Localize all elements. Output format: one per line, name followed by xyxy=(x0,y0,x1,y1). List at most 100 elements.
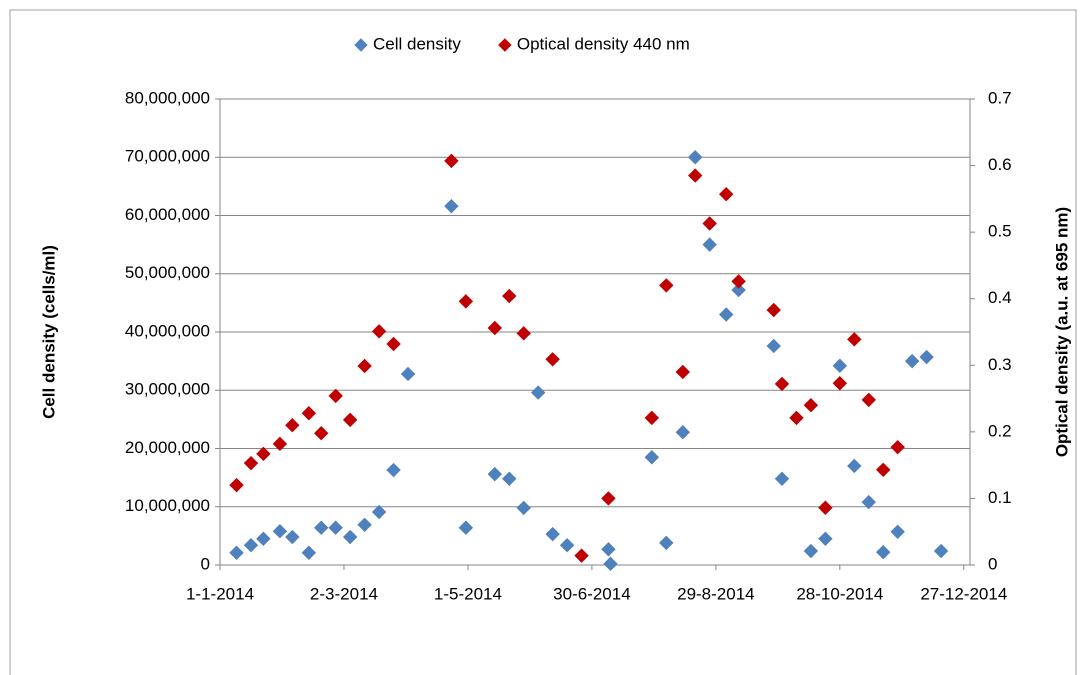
data-point xyxy=(444,198,459,214)
legend-label: Optical density 440 nm xyxy=(517,34,690,53)
chart-frame xyxy=(9,9,1077,675)
data-point xyxy=(516,500,531,516)
data-point xyxy=(559,537,575,553)
data-point xyxy=(774,376,790,392)
data-point xyxy=(301,545,317,560)
data-point xyxy=(919,349,934,365)
data-point xyxy=(876,462,891,478)
data-point xyxy=(229,477,244,493)
data-point xyxy=(371,324,387,339)
x-tick-label: 27-12-2014 xyxy=(920,584,1007,603)
data-point xyxy=(675,364,691,380)
data-point xyxy=(876,544,891,560)
data-point xyxy=(328,520,343,535)
data-point xyxy=(832,358,848,373)
data-point xyxy=(933,543,949,559)
y-tick-label: 80,000,000 xyxy=(125,88,210,107)
data-point xyxy=(357,358,372,374)
legend-marker xyxy=(498,38,512,52)
data-point xyxy=(731,274,746,289)
data-point xyxy=(285,529,300,545)
data-point xyxy=(718,186,734,202)
data-point xyxy=(847,332,862,347)
x-tick-label: 28-10-2014 xyxy=(796,584,883,603)
y2-tick-label: 0.4 xyxy=(988,288,1012,307)
data-point xyxy=(702,237,717,252)
data-point xyxy=(803,398,819,413)
y-tick-label: 0 xyxy=(201,554,210,573)
x-tick-label: 29-8-2014 xyxy=(677,584,755,603)
data-point xyxy=(832,376,848,391)
y2-axis-title: Optical density (a.u. at 695 nm) xyxy=(1052,207,1071,457)
data-point xyxy=(301,406,317,421)
data-point xyxy=(516,326,531,341)
y-tick-label: 10,000,000 xyxy=(125,496,210,515)
data-point xyxy=(644,450,660,465)
y2-tick-label: 0.7 xyxy=(988,88,1012,107)
data-point xyxy=(243,537,259,553)
data-point xyxy=(702,216,717,231)
data-point xyxy=(328,388,343,404)
data-point xyxy=(861,494,876,510)
y-tick-label: 70,000,000 xyxy=(125,147,210,166)
x-tick-label: 1-1-2014 xyxy=(186,584,254,603)
data-point xyxy=(545,352,560,367)
data-point xyxy=(890,439,905,455)
data-point xyxy=(603,556,618,572)
data-point xyxy=(487,466,503,482)
y2-tick-label: 0.2 xyxy=(988,421,1012,440)
y2-tick-label: 0.6 xyxy=(988,155,1012,174)
data-point xyxy=(386,462,401,478)
data-point xyxy=(458,520,474,535)
data-point xyxy=(659,535,674,551)
x-tick-label: 1-5-2014 xyxy=(434,584,502,603)
y2-tick-label: 0.1 xyxy=(988,488,1012,507)
data-point xyxy=(545,526,560,542)
data-point xyxy=(644,410,660,426)
data-point xyxy=(574,548,589,563)
data-point xyxy=(458,294,474,309)
data-point xyxy=(530,385,546,400)
y2-tick-label: 0 xyxy=(988,554,997,573)
legend-label: Cell density xyxy=(373,34,461,53)
data-point xyxy=(774,471,790,486)
data-point xyxy=(272,436,288,452)
data-point xyxy=(803,543,819,559)
data-point xyxy=(444,153,459,169)
data-point xyxy=(371,504,387,520)
data-point xyxy=(861,392,876,408)
data-point xyxy=(229,545,244,560)
y-axis-title: Cell density (cells/ml) xyxy=(39,245,58,419)
data-point xyxy=(342,529,358,545)
y-tick-label: 20,000,000 xyxy=(125,438,210,457)
legend-marker xyxy=(354,38,368,52)
data-point xyxy=(502,288,517,304)
data-point xyxy=(818,531,833,546)
data-point xyxy=(314,520,329,535)
y-tick-label: 50,000,000 xyxy=(125,263,210,282)
data-point xyxy=(601,542,616,557)
data-point xyxy=(243,455,259,471)
data-point xyxy=(818,500,833,515)
y-tick-label: 30,000,000 xyxy=(125,380,210,399)
data-point xyxy=(272,524,288,539)
data-point xyxy=(342,412,358,428)
y2-tick-label: 0.5 xyxy=(988,222,1012,241)
data-point xyxy=(256,531,271,546)
y-tick-label: 40,000,000 xyxy=(125,321,210,340)
data-point xyxy=(890,524,905,540)
data-point xyxy=(659,278,674,293)
data-point xyxy=(766,302,781,318)
data-point xyxy=(487,320,503,336)
data-point xyxy=(718,307,734,322)
y-tick-label: 60,000,000 xyxy=(125,205,210,224)
data-point xyxy=(502,471,517,486)
data-point xyxy=(687,168,703,183)
data-point xyxy=(847,458,862,474)
y2-tick-label: 0.3 xyxy=(988,355,1012,374)
data-point xyxy=(687,150,703,165)
data-point xyxy=(357,517,372,533)
data-point xyxy=(285,417,300,433)
